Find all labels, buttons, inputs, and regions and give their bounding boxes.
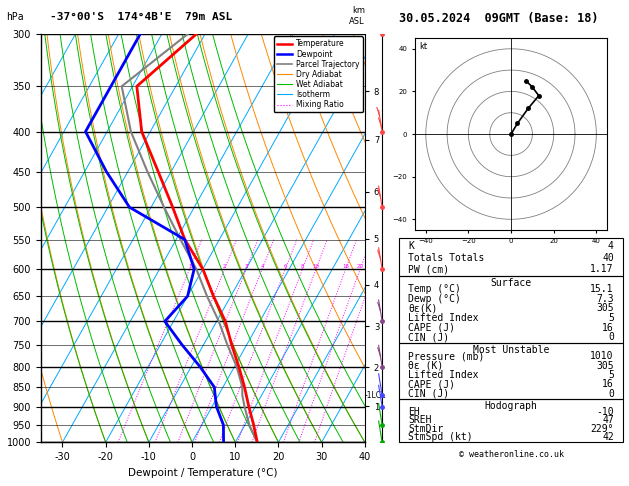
Text: 16: 16	[602, 379, 614, 389]
Text: 30.05.2024  09GMT (Base: 18): 30.05.2024 09GMT (Base: 18)	[399, 12, 599, 25]
Text: 229°: 229°	[590, 424, 614, 434]
Text: 16: 16	[602, 323, 614, 333]
Text: CIN (J): CIN (J)	[408, 389, 450, 399]
Text: 7.3: 7.3	[596, 294, 614, 304]
Text: Temp (°C): Temp (°C)	[408, 284, 461, 294]
Text: Dewp (°C): Dewp (°C)	[408, 294, 461, 304]
Text: 305: 305	[596, 361, 614, 370]
Text: CAPE (J): CAPE (J)	[408, 379, 455, 389]
Text: 0: 0	[608, 332, 614, 343]
Text: StmDir: StmDir	[408, 424, 443, 434]
Text: 4: 4	[608, 241, 614, 251]
Text: © weatheronline.co.uk: © weatheronline.co.uk	[459, 451, 564, 459]
Text: -37°00'S  174°4B'E  79m ASL: -37°00'S 174°4B'E 79m ASL	[50, 12, 233, 22]
Text: Lifted Index: Lifted Index	[408, 370, 479, 380]
Text: θε (K): θε (K)	[408, 361, 443, 370]
Text: 47: 47	[602, 415, 614, 425]
Text: kt: kt	[420, 42, 428, 52]
Legend: Temperature, Dewpoint, Parcel Trajectory, Dry Adiabat, Wet Adiabat, Isotherm, Mi: Temperature, Dewpoint, Parcel Trajectory…	[274, 36, 362, 112]
Text: 1.17: 1.17	[590, 264, 614, 274]
Bar	[399, 399, 623, 442]
Text: Most Unstable: Most Unstable	[473, 345, 549, 355]
Text: 16: 16	[342, 264, 349, 269]
Text: hPa: hPa	[6, 12, 24, 22]
Text: 2: 2	[223, 264, 226, 269]
Text: PW (cm): PW (cm)	[408, 264, 450, 274]
Text: 6: 6	[284, 264, 287, 269]
Text: θε(K): θε(K)	[408, 303, 438, 313]
Bar	[399, 238, 623, 276]
Text: CAPE (J): CAPE (J)	[408, 323, 455, 333]
Text: 15.1: 15.1	[590, 284, 614, 294]
X-axis label: Dewpoint / Temperature (°C): Dewpoint / Temperature (°C)	[128, 468, 277, 478]
Text: Pressure (mb): Pressure (mb)	[408, 351, 485, 361]
Text: -1LCL: -1LCL	[365, 391, 386, 399]
Text: EH: EH	[408, 407, 420, 417]
Text: 0: 0	[608, 389, 614, 399]
Bar	[399, 343, 623, 399]
Text: 5: 5	[608, 370, 614, 380]
Text: 8: 8	[301, 264, 304, 269]
Text: Surface: Surface	[491, 278, 532, 288]
Text: 42: 42	[602, 432, 614, 442]
Bar	[399, 276, 623, 343]
Text: 4: 4	[260, 264, 264, 269]
Text: SREH: SREH	[408, 415, 432, 425]
Text: km
ASL: km ASL	[349, 6, 365, 26]
Text: 1010: 1010	[590, 351, 614, 361]
Text: 3: 3	[245, 264, 248, 269]
Text: 305: 305	[596, 303, 614, 313]
Text: CIN (J): CIN (J)	[408, 332, 450, 343]
Text: Hodograph: Hodograph	[484, 401, 538, 412]
Text: 1: 1	[188, 264, 191, 269]
Text: 20: 20	[357, 264, 364, 269]
Text: StmSpd (kt): StmSpd (kt)	[408, 432, 473, 442]
Text: Lifted Index: Lifted Index	[408, 313, 479, 323]
Text: Totals Totals: Totals Totals	[408, 253, 485, 262]
Text: 5: 5	[608, 313, 614, 323]
Text: 40: 40	[602, 253, 614, 262]
Text: -10: -10	[596, 407, 614, 417]
Text: K: K	[408, 241, 415, 251]
Text: 10: 10	[313, 264, 320, 269]
